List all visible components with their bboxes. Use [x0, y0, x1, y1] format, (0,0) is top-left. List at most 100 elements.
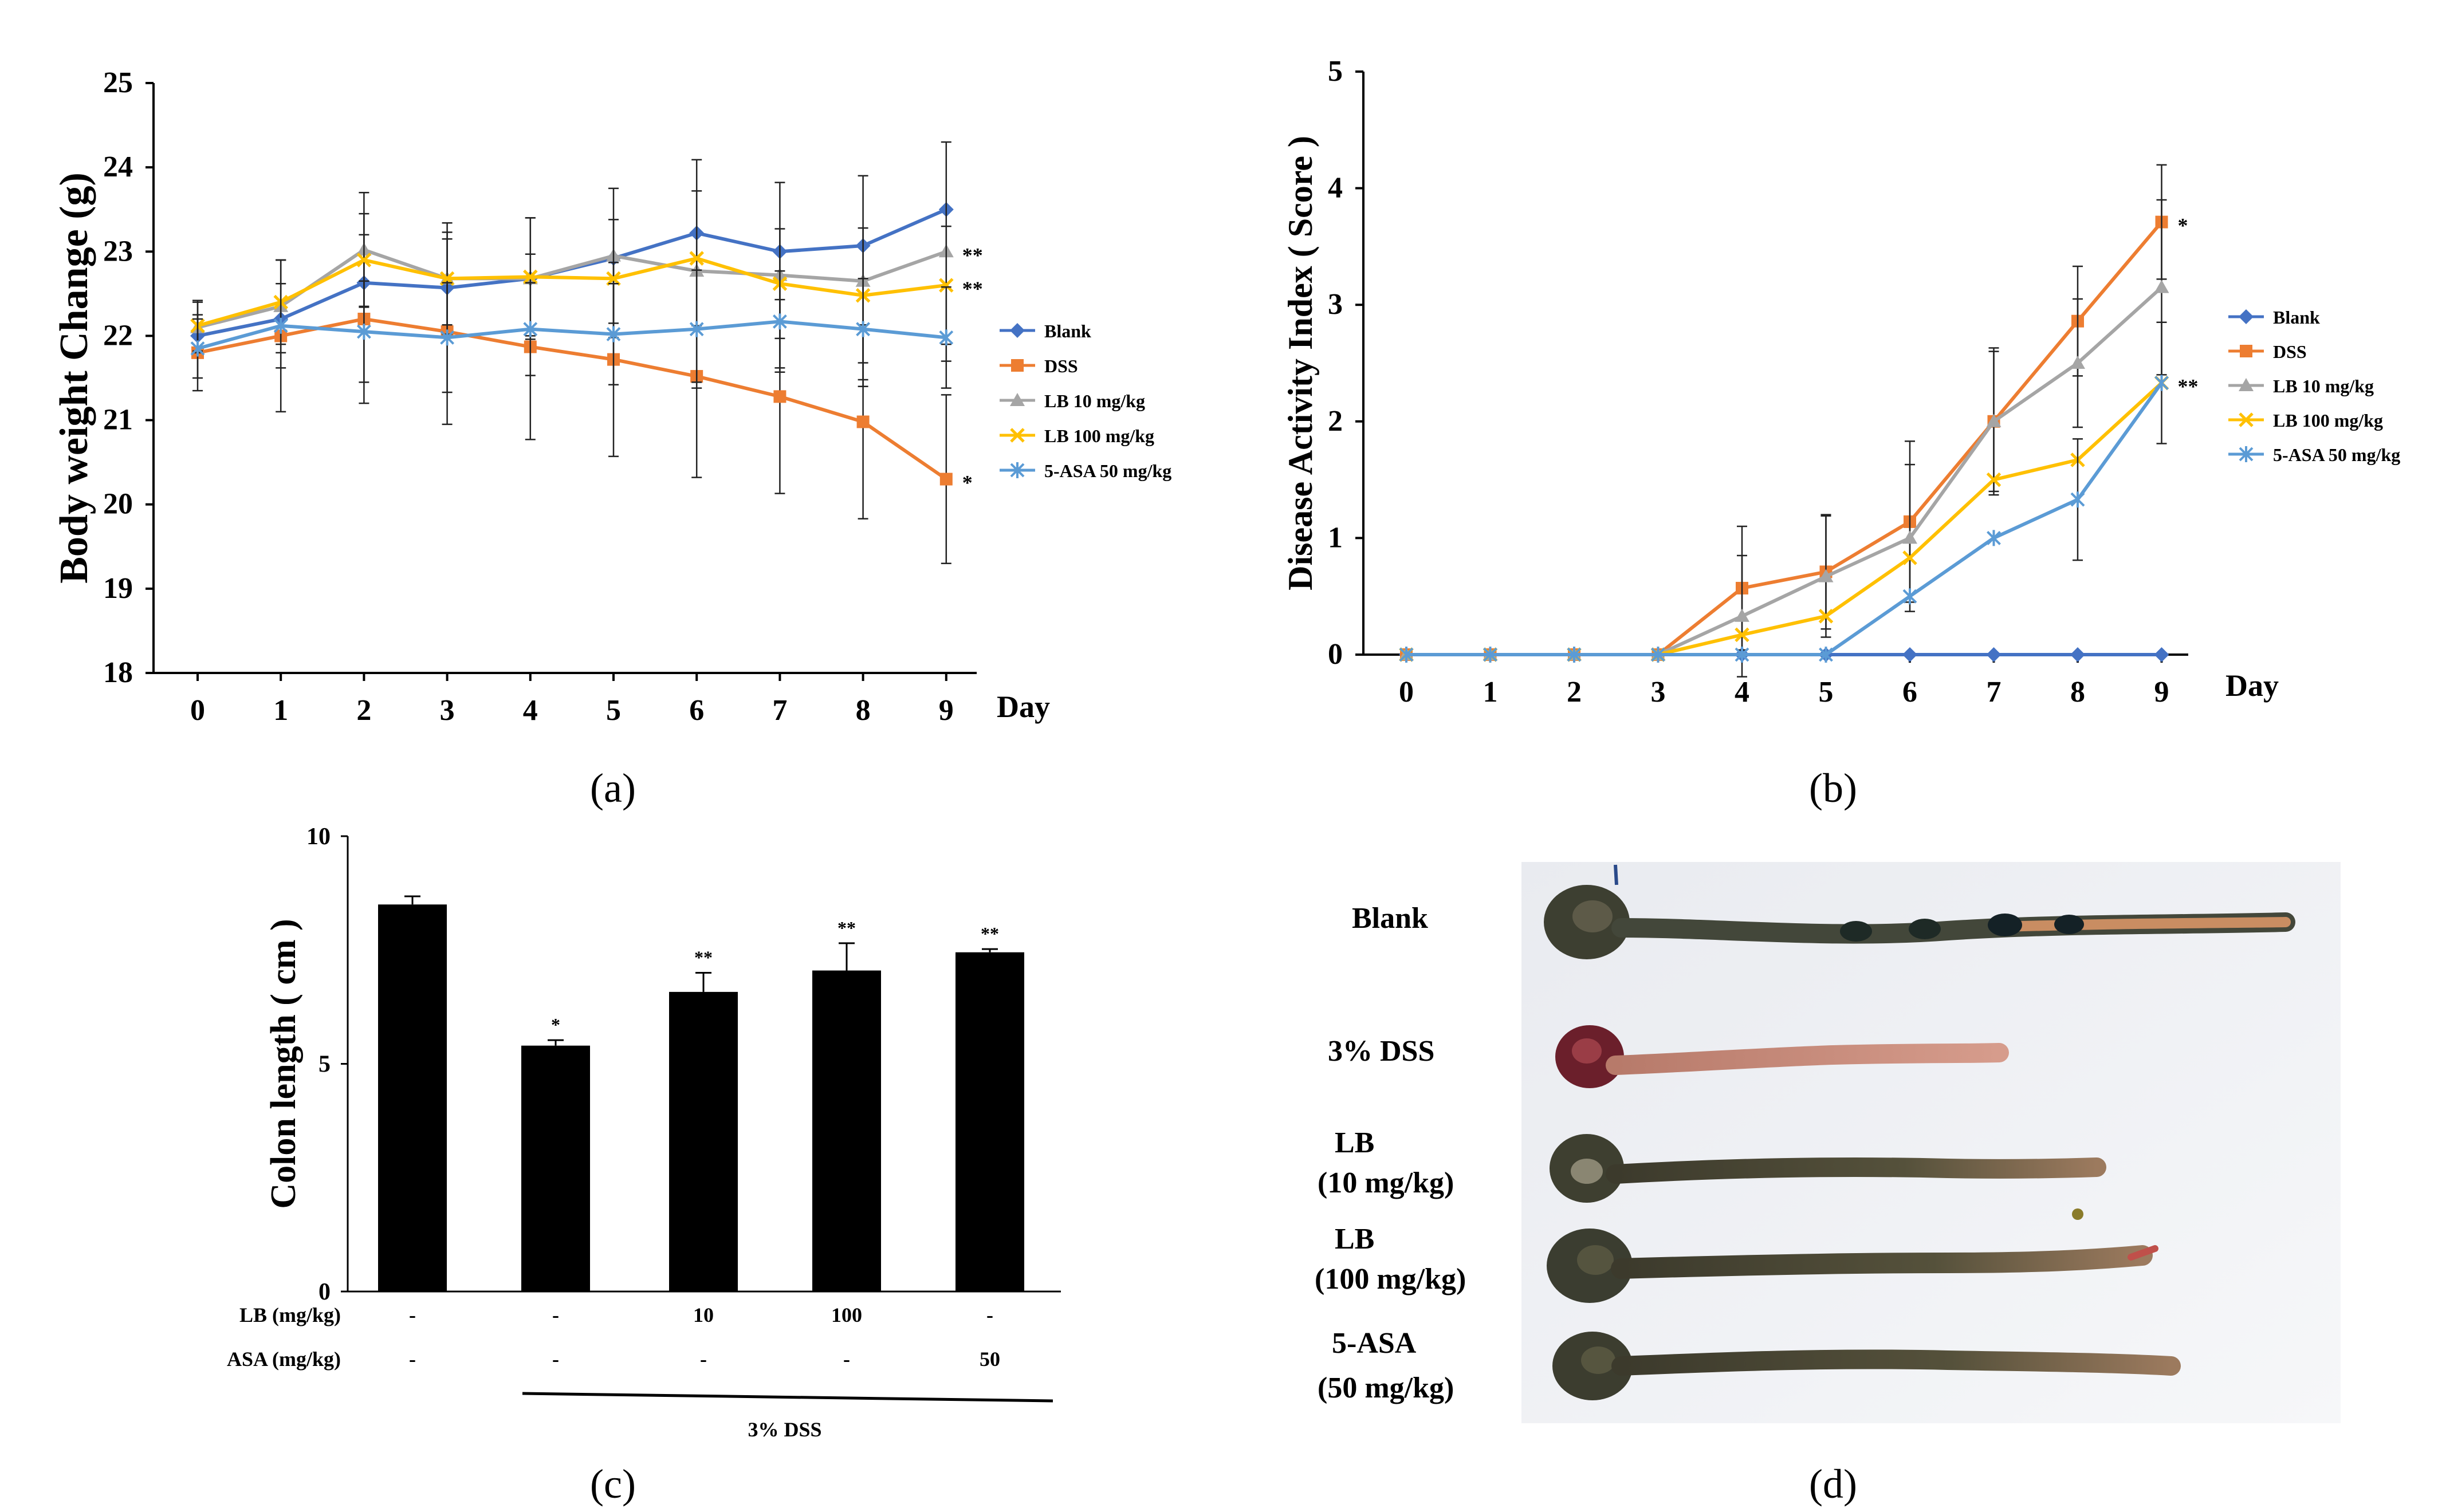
legend-swatch-marker [1010, 462, 1025, 478]
colon-lb10 [1550, 1134, 2106, 1220]
data-point [1902, 588, 1917, 605]
series-dss [191, 234, 953, 564]
x-tick-label: 5 [1819, 676, 1834, 708]
y-tick-label: 25 [103, 66, 133, 99]
dss-group-label: 3% DSS [748, 1418, 821, 1441]
y-tick-label: 10 [306, 824, 331, 850]
colon-lb100 [1547, 1228, 2158, 1303]
data-point [1902, 530, 1917, 544]
data-point [356, 253, 372, 267]
bar [669, 991, 738, 1292]
series-lb-100-mg-kg [190, 190, 954, 364]
legend-label: DSS [2273, 341, 2307, 362]
legend-item: 5-ASA 50 mg/kg [2228, 444, 2400, 465]
data-point [1735, 608, 1749, 622]
legend-label: Blank [1044, 321, 1091, 341]
legend-label: 5-ASA 50 mg/kg [1044, 460, 1171, 481]
x-tick-label: 6 [1902, 676, 1917, 708]
legend-item: LB 10 mg/kg [1000, 391, 1145, 411]
data-point [1735, 647, 1749, 663]
data-point [1651, 647, 1665, 663]
series-blank [190, 202, 954, 344]
legend-label: LB 10 mg/kg [1044, 391, 1145, 411]
legend-swatch-marker [1010, 393, 1025, 406]
dose-cell: 50 [980, 1348, 1000, 1371]
series-lb-10-mg-kg [190, 141, 954, 387]
data-point [606, 271, 621, 286]
legend-item: Blank [1000, 321, 1091, 341]
series-line [1406, 220, 2163, 656]
series-lb-10-mg-kg [1399, 199, 2169, 678]
y-tick-label: 5 [318, 1052, 331, 1078]
dose-cell: - [552, 1348, 559, 1371]
photo-label-dss: 3% DSS [1328, 1035, 1434, 1068]
significance-annotation: ** [962, 277, 983, 300]
data-point [1986, 647, 2001, 662]
data-point [1986, 472, 2001, 487]
y-tick-label: 24 [103, 151, 133, 183]
panel-d-label: (d) [1809, 1461, 1857, 1507]
series-line [1406, 381, 2163, 656]
x-tick-label: 3 [440, 694, 455, 727]
legend-label: LB 10 mg/kg [2273, 376, 2374, 396]
series-line [197, 256, 947, 328]
x-tick-label: 7 [1987, 676, 2001, 708]
data-point [2154, 279, 2169, 293]
data-point [1987, 530, 2001, 546]
significance-annotation: ** [981, 923, 999, 944]
legend-item: LB 100 mg/kg [2228, 410, 2383, 431]
legend-swatch-marker [1011, 359, 1024, 372]
dose-cell: 100 [831, 1304, 862, 1326]
y-tick-label: 19 [103, 572, 133, 605]
x-tick-label: 7 [772, 694, 787, 727]
legend-label: Blank [2273, 307, 2320, 328]
data-point [2070, 647, 2085, 662]
dose-cell: - [986, 1304, 993, 1326]
legend-swatch-marker [2239, 309, 2254, 324]
dose-cell: - [700, 1348, 707, 1371]
series-line [1406, 286, 2163, 656]
legend-item: DSS [1000, 356, 1078, 376]
photo-background [1521, 862, 2341, 1423]
legend-swatch-marker [2239, 446, 2254, 462]
data-point [2154, 647, 2169, 662]
data-point [689, 251, 704, 266]
y-tick-label: 23 [103, 235, 133, 267]
data-point [1902, 550, 1917, 565]
colon-blank [1544, 885, 2295, 959]
bar [955, 952, 1024, 1292]
significance-annotation: * [2178, 214, 2188, 237]
panel-d-colon-photo: Blank 3% DSS LB (10 mg/kg) LB (100 mg/kg… [1315, 862, 2341, 1423]
y-tick-label: 18 [103, 656, 133, 689]
y-tick-label: 0 [1328, 638, 1343, 671]
x-axis-title: Day [997, 690, 1050, 724]
data-point [772, 313, 787, 330]
dose-row-label: ASA (mg/kg) [227, 1348, 341, 1371]
x-tick-label: 0 [190, 694, 205, 727]
data-point [939, 329, 954, 346]
legend-label: 5-ASA 50 mg/kg [2273, 444, 2400, 465]
x-tick-label: 3 [1651, 676, 1666, 708]
data-point [356, 324, 371, 340]
x-tick-label: 1 [1483, 676, 1498, 708]
photo-label-lb100-name: LB [1335, 1223, 1374, 1255]
legend-label: LB 100 mg/kg [2273, 410, 2383, 431]
dose-cell: - [409, 1348, 416, 1371]
significance-annotation: * [551, 1014, 560, 1035]
significance-annotation: ** [694, 947, 713, 968]
photo-label-5asa-dose: (50 mg/kg) [1318, 1372, 1454, 1404]
series-line [1406, 381, 2163, 656]
y-tick-label: 0 [318, 1279, 331, 1305]
legend-swatch-marker [2239, 378, 2254, 391]
photo-label-lb10-dose: (10 mg/kg) [1318, 1167, 1454, 1199]
legend-item: LB 10 mg/kg [2228, 376, 2374, 396]
series-line [197, 248, 947, 329]
data-point [523, 269, 538, 285]
data-point [856, 415, 870, 428]
data-point [939, 278, 954, 293]
photo-label-blank: Blank [1352, 902, 1428, 935]
y-tick-label: 22 [103, 319, 133, 352]
y-tick-label: 21 [103, 404, 133, 436]
